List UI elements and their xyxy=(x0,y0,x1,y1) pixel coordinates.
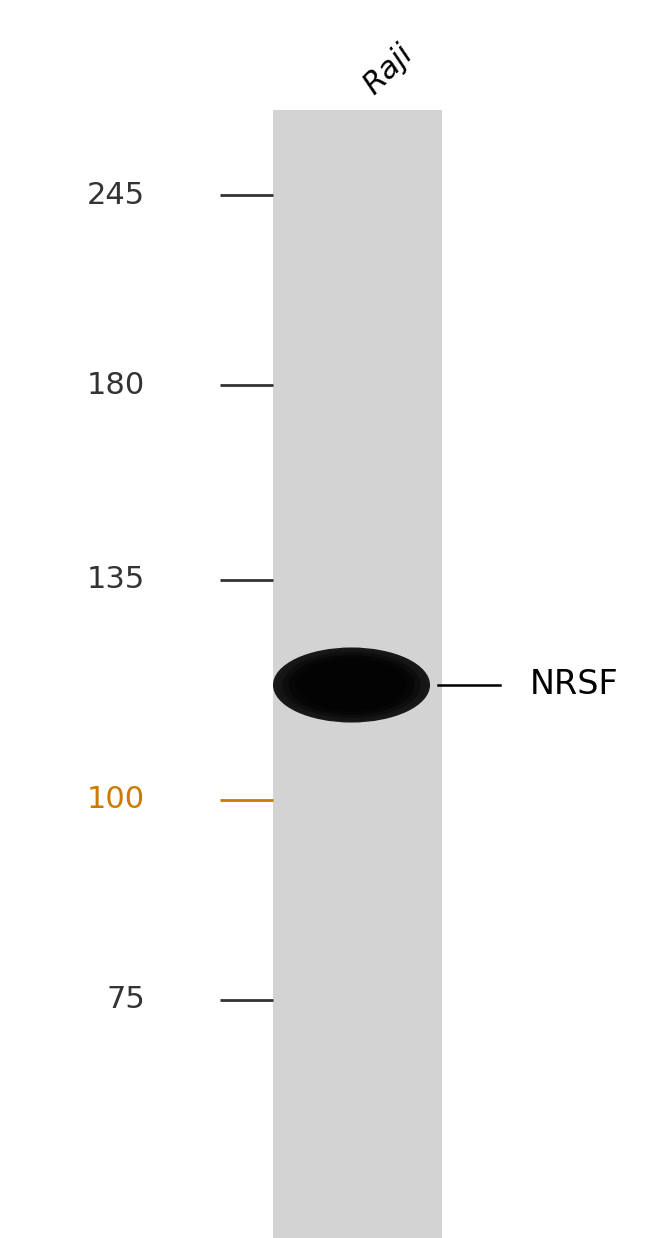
Text: 75: 75 xyxy=(106,985,145,1014)
Text: NRSF: NRSF xyxy=(530,669,619,702)
Ellipse shape xyxy=(296,659,406,712)
Bar xyxy=(273,110,442,1238)
Text: 245: 245 xyxy=(87,181,145,209)
Text: 100: 100 xyxy=(87,785,145,815)
Text: Raji: Raji xyxy=(358,40,419,100)
Text: 135: 135 xyxy=(86,566,145,594)
Text: 180: 180 xyxy=(86,370,145,400)
Ellipse shape xyxy=(273,647,430,723)
Ellipse shape xyxy=(289,655,414,716)
Ellipse shape xyxy=(282,652,421,718)
Ellipse shape xyxy=(277,650,426,721)
Ellipse shape xyxy=(273,647,430,723)
